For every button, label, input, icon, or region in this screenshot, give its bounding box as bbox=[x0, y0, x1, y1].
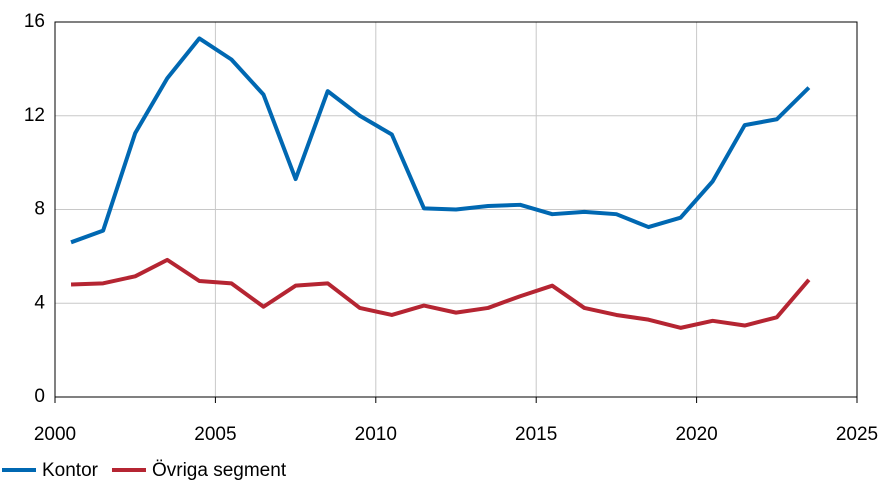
y-tick-label: 16 bbox=[24, 11, 45, 32]
y-tick-label: 0 bbox=[34, 386, 45, 407]
y-tick-label: 4 bbox=[34, 292, 45, 313]
plot-frame bbox=[54, 21, 858, 398]
x-tick-label: 2020 bbox=[675, 424, 717, 445]
legend-label: Övriga segment bbox=[152, 460, 287, 481]
legend-label: Kontor bbox=[42, 460, 99, 481]
line bbox=[70, 257, 811, 330]
x-tick-label: 2005 bbox=[194, 424, 236, 445]
y-tick-label: 12 bbox=[24, 105, 45, 126]
x-tick-label: 2010 bbox=[355, 424, 397, 445]
x-tick-label: 2015 bbox=[515, 424, 557, 445]
x-tick-label: 2000 bbox=[34, 424, 76, 445]
line bbox=[70, 36, 811, 245]
x-tick-label: 2025 bbox=[836, 424, 878, 445]
y-tick-label: 8 bbox=[34, 199, 45, 220]
